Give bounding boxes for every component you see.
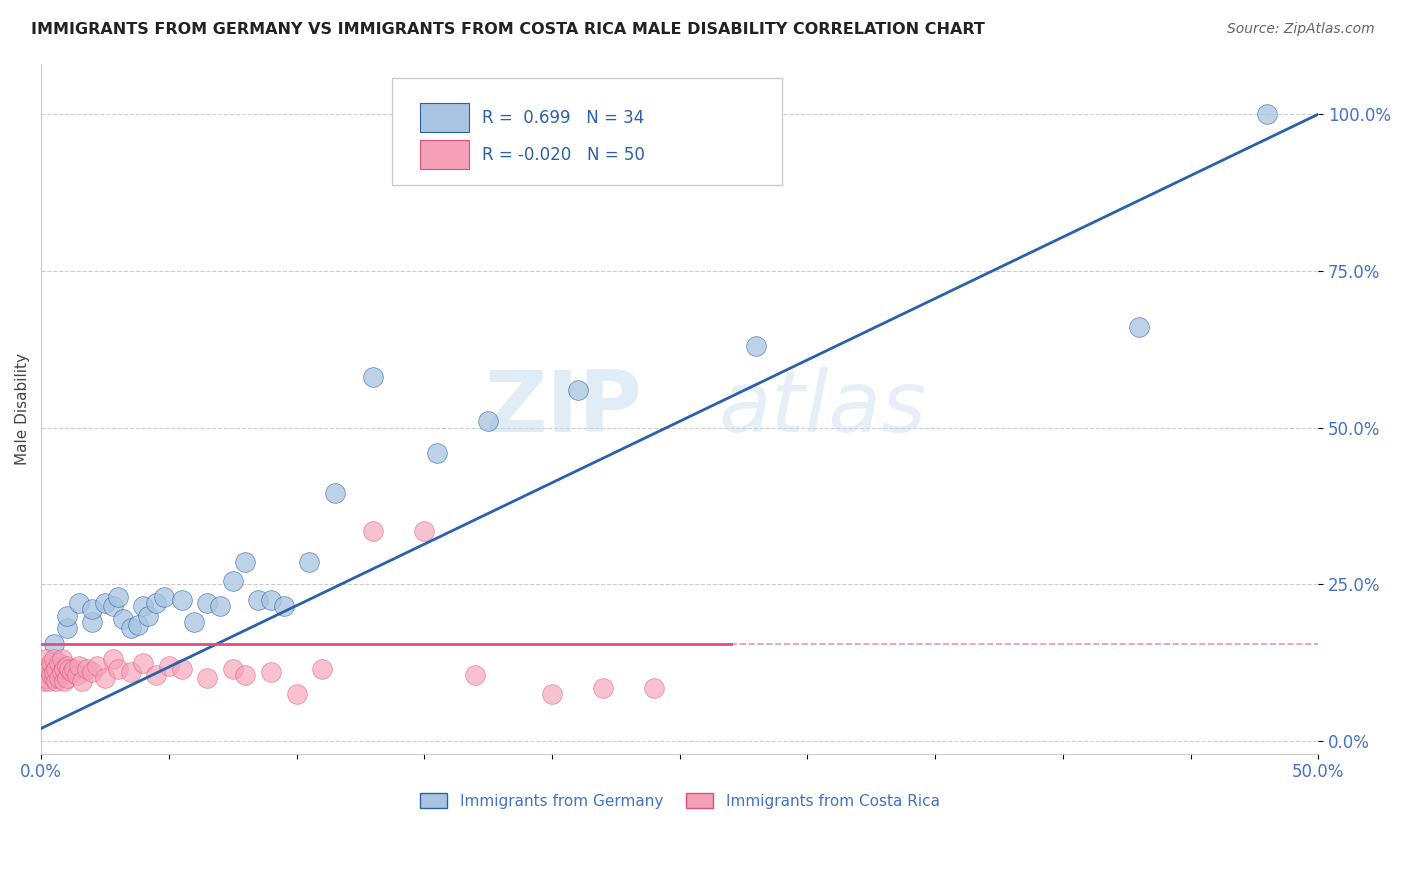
- Point: [145, 596, 167, 610]
- Point: [38, 662, 60, 676]
- Point: [67, 596, 90, 610]
- Point: [66, 668, 89, 682]
- Point: [311, 662, 333, 676]
- Point: [132, 599, 155, 614]
- Point: [32, 662, 55, 676]
- Point: [285, 687, 308, 701]
- Point: [541, 687, 564, 701]
- Point: [464, 668, 486, 682]
- Point: [53, 662, 76, 676]
- Point: [235, 555, 257, 569]
- Point: [55, 608, 77, 623]
- Point: [170, 662, 193, 676]
- Point: [477, 414, 499, 428]
- Text: Source: ZipAtlas.com: Source: ZipAtlas.com: [1227, 22, 1375, 37]
- Point: [41, 656, 63, 670]
- Text: R = -0.020   N = 50: R = -0.020 N = 50: [482, 146, 644, 164]
- Text: IMMIGRANTS FROM GERMANY VS IMMIGRANTS FROM COSTA RICA MALE DISABILITY CORRELATIO: IMMIGRANTS FROM GERMANY VS IMMIGRANTS FR…: [31, 22, 984, 37]
- Point: [101, 652, 124, 666]
- Point: [745, 339, 768, 353]
- Point: [235, 668, 257, 682]
- Point: [32, 674, 55, 689]
- Point: [42, 652, 65, 666]
- Point: [298, 555, 321, 569]
- Point: [94, 596, 117, 610]
- Point: [76, 662, 98, 676]
- Point: [38, 674, 60, 689]
- Point: [120, 621, 142, 635]
- Point: [107, 590, 129, 604]
- Point: [183, 615, 205, 629]
- Point: [58, 662, 80, 676]
- Point: [48, 656, 70, 670]
- Point: [107, 662, 129, 676]
- Point: [42, 671, 65, 685]
- Point: [94, 671, 117, 685]
- Point: [195, 671, 218, 685]
- Point: [67, 658, 90, 673]
- Point: [208, 599, 231, 614]
- Point: [260, 665, 283, 679]
- Point: [323, 486, 346, 500]
- Point: [55, 671, 77, 685]
- Point: [127, 618, 149, 632]
- Point: [361, 524, 384, 538]
- Point: [51, 665, 73, 679]
- Point: [273, 599, 295, 614]
- Point: [157, 658, 180, 673]
- Point: [41, 668, 63, 682]
- Point: [247, 593, 270, 607]
- Point: [260, 593, 283, 607]
- Point: [35, 671, 58, 685]
- Point: [48, 671, 70, 685]
- Point: [426, 445, 449, 459]
- Point: [145, 668, 167, 682]
- Point: [82, 665, 104, 679]
- Point: [1128, 320, 1150, 334]
- Legend: Immigrants from Germany, Immigrants from Costa Rica: Immigrants from Germany, Immigrants from…: [413, 787, 946, 814]
- Bar: [420, 140, 470, 169]
- Point: [82, 615, 104, 629]
- Point: [70, 674, 93, 689]
- Point: [63, 662, 86, 676]
- Point: [101, 599, 124, 614]
- Text: R =  0.699   N = 34: R = 0.699 N = 34: [482, 109, 644, 127]
- Point: [82, 602, 104, 616]
- Y-axis label: Male Disability: Male Disability: [15, 353, 30, 465]
- Point: [132, 656, 155, 670]
- Point: [120, 665, 142, 679]
- Text: ZIP: ZIP: [484, 368, 641, 450]
- Text: atlas: atlas: [718, 368, 927, 450]
- Point: [35, 652, 58, 666]
- Point: [138, 608, 160, 623]
- Point: [55, 658, 77, 673]
- Point: [55, 621, 77, 635]
- Point: [42, 637, 65, 651]
- Point: [45, 674, 67, 689]
- Point: [152, 590, 174, 604]
- Point: [361, 370, 384, 384]
- FancyBboxPatch shape: [392, 78, 782, 185]
- Point: [567, 383, 589, 397]
- Point: [170, 593, 193, 607]
- Point: [1256, 107, 1278, 121]
- Bar: [420, 103, 470, 132]
- Point: [86, 658, 108, 673]
- Point: [221, 662, 243, 676]
- Point: [221, 574, 243, 589]
- Point: [45, 662, 67, 676]
- Point: [42, 665, 65, 679]
- Point: [195, 596, 218, 610]
- Point: [643, 681, 665, 695]
- Point: [413, 524, 436, 538]
- Point: [51, 652, 73, 666]
- Point: [592, 681, 614, 695]
- Point: [60, 665, 83, 679]
- Point: [53, 674, 76, 689]
- Point: [111, 612, 134, 626]
